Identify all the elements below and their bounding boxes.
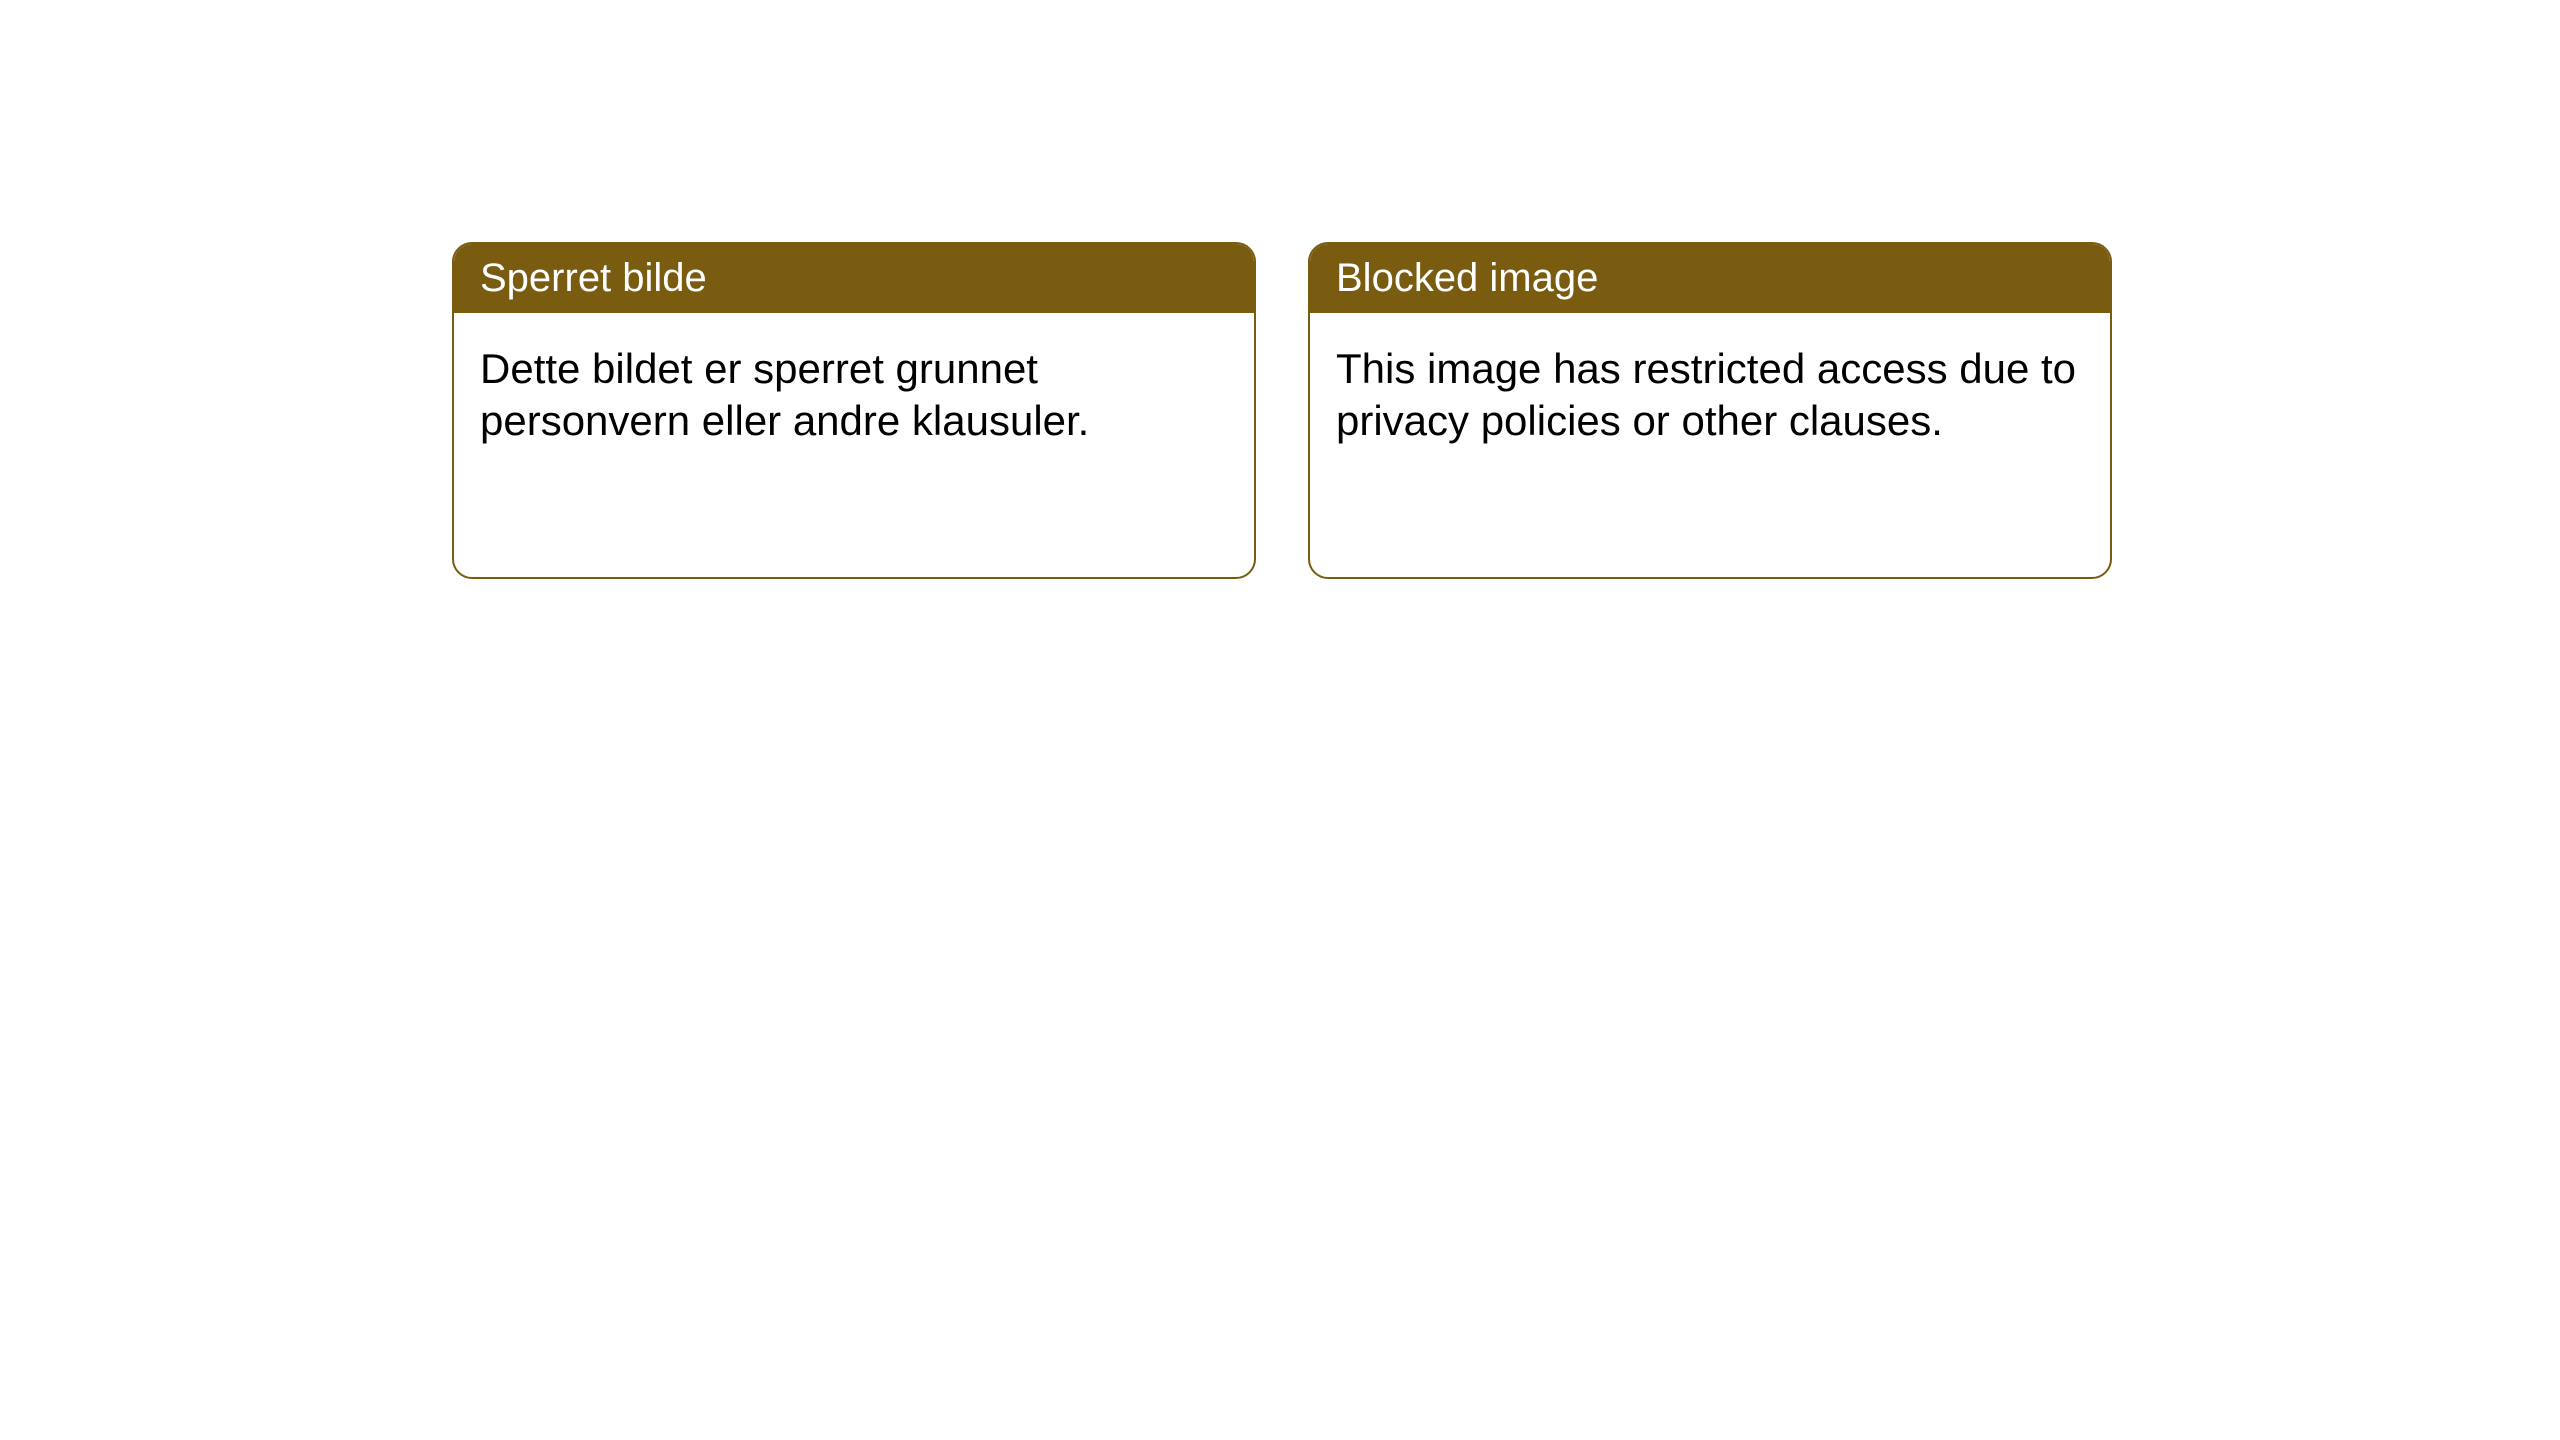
card-title: Blocked image: [1336, 256, 1598, 300]
card-header: Blocked image: [1310, 244, 2110, 313]
blocked-image-card-no: Sperret bilde Dette bildet er sperret gr…: [452, 242, 1256, 579]
notice-container: Sperret bilde Dette bildet er sperret gr…: [452, 242, 2112, 579]
card-header: Sperret bilde: [454, 244, 1254, 313]
card-title: Sperret bilde: [480, 256, 707, 300]
card-body-text: Dette bildet er sperret grunnet personve…: [480, 345, 1089, 444]
card-body: This image has restricted access due to …: [1310, 313, 2110, 477]
card-body-text: This image has restricted access due to …: [1336, 345, 2076, 444]
card-body: Dette bildet er sperret grunnet personve…: [454, 313, 1254, 477]
blocked-image-card-en: Blocked image This image has restricted …: [1308, 242, 2112, 579]
